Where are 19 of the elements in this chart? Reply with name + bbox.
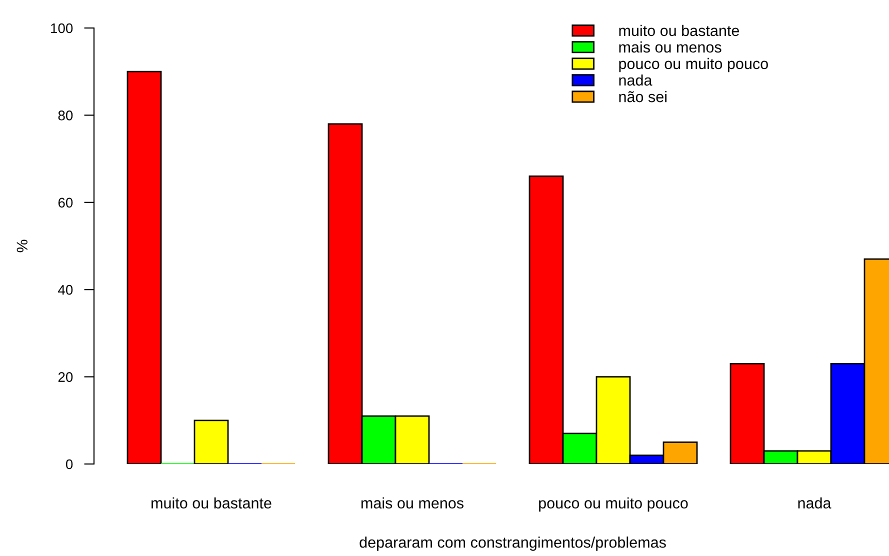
- legend-label: muito ou bastante: [619, 24, 740, 36]
- legend-label: nada: [619, 74, 652, 86]
- y-tick-label: 100: [51, 23, 73, 34]
- legend-label: não sei: [619, 91, 666, 102]
- x-axis-title: depararam com constrangimentos/problemas: [360, 536, 666, 551]
- x-tick-label: nada: [798, 497, 832, 509]
- y-axis-title: %: [16, 240, 28, 252]
- y-tick-label: 0: [66, 459, 73, 470]
- y-tick-label: 60: [58, 198, 73, 208]
- x-tick-label: muito ou bastante: [152, 497, 272, 509]
- x-tick-label: pouco ou muito pouco: [539, 497, 688, 512]
- y-tick-label: 20: [58, 372, 73, 382]
- y-tick-label: 40: [58, 284, 73, 295]
- legend-label: pouco ou muito pouco: [619, 58, 768, 72]
- legend-label: mais ou menos: [619, 41, 722, 53]
- x-tick-label: mais ou menos: [361, 497, 464, 509]
- bar: [194, 420, 229, 464]
- y-tick-label: 80: [58, 110, 73, 120]
- bar: [126, 70, 162, 464]
